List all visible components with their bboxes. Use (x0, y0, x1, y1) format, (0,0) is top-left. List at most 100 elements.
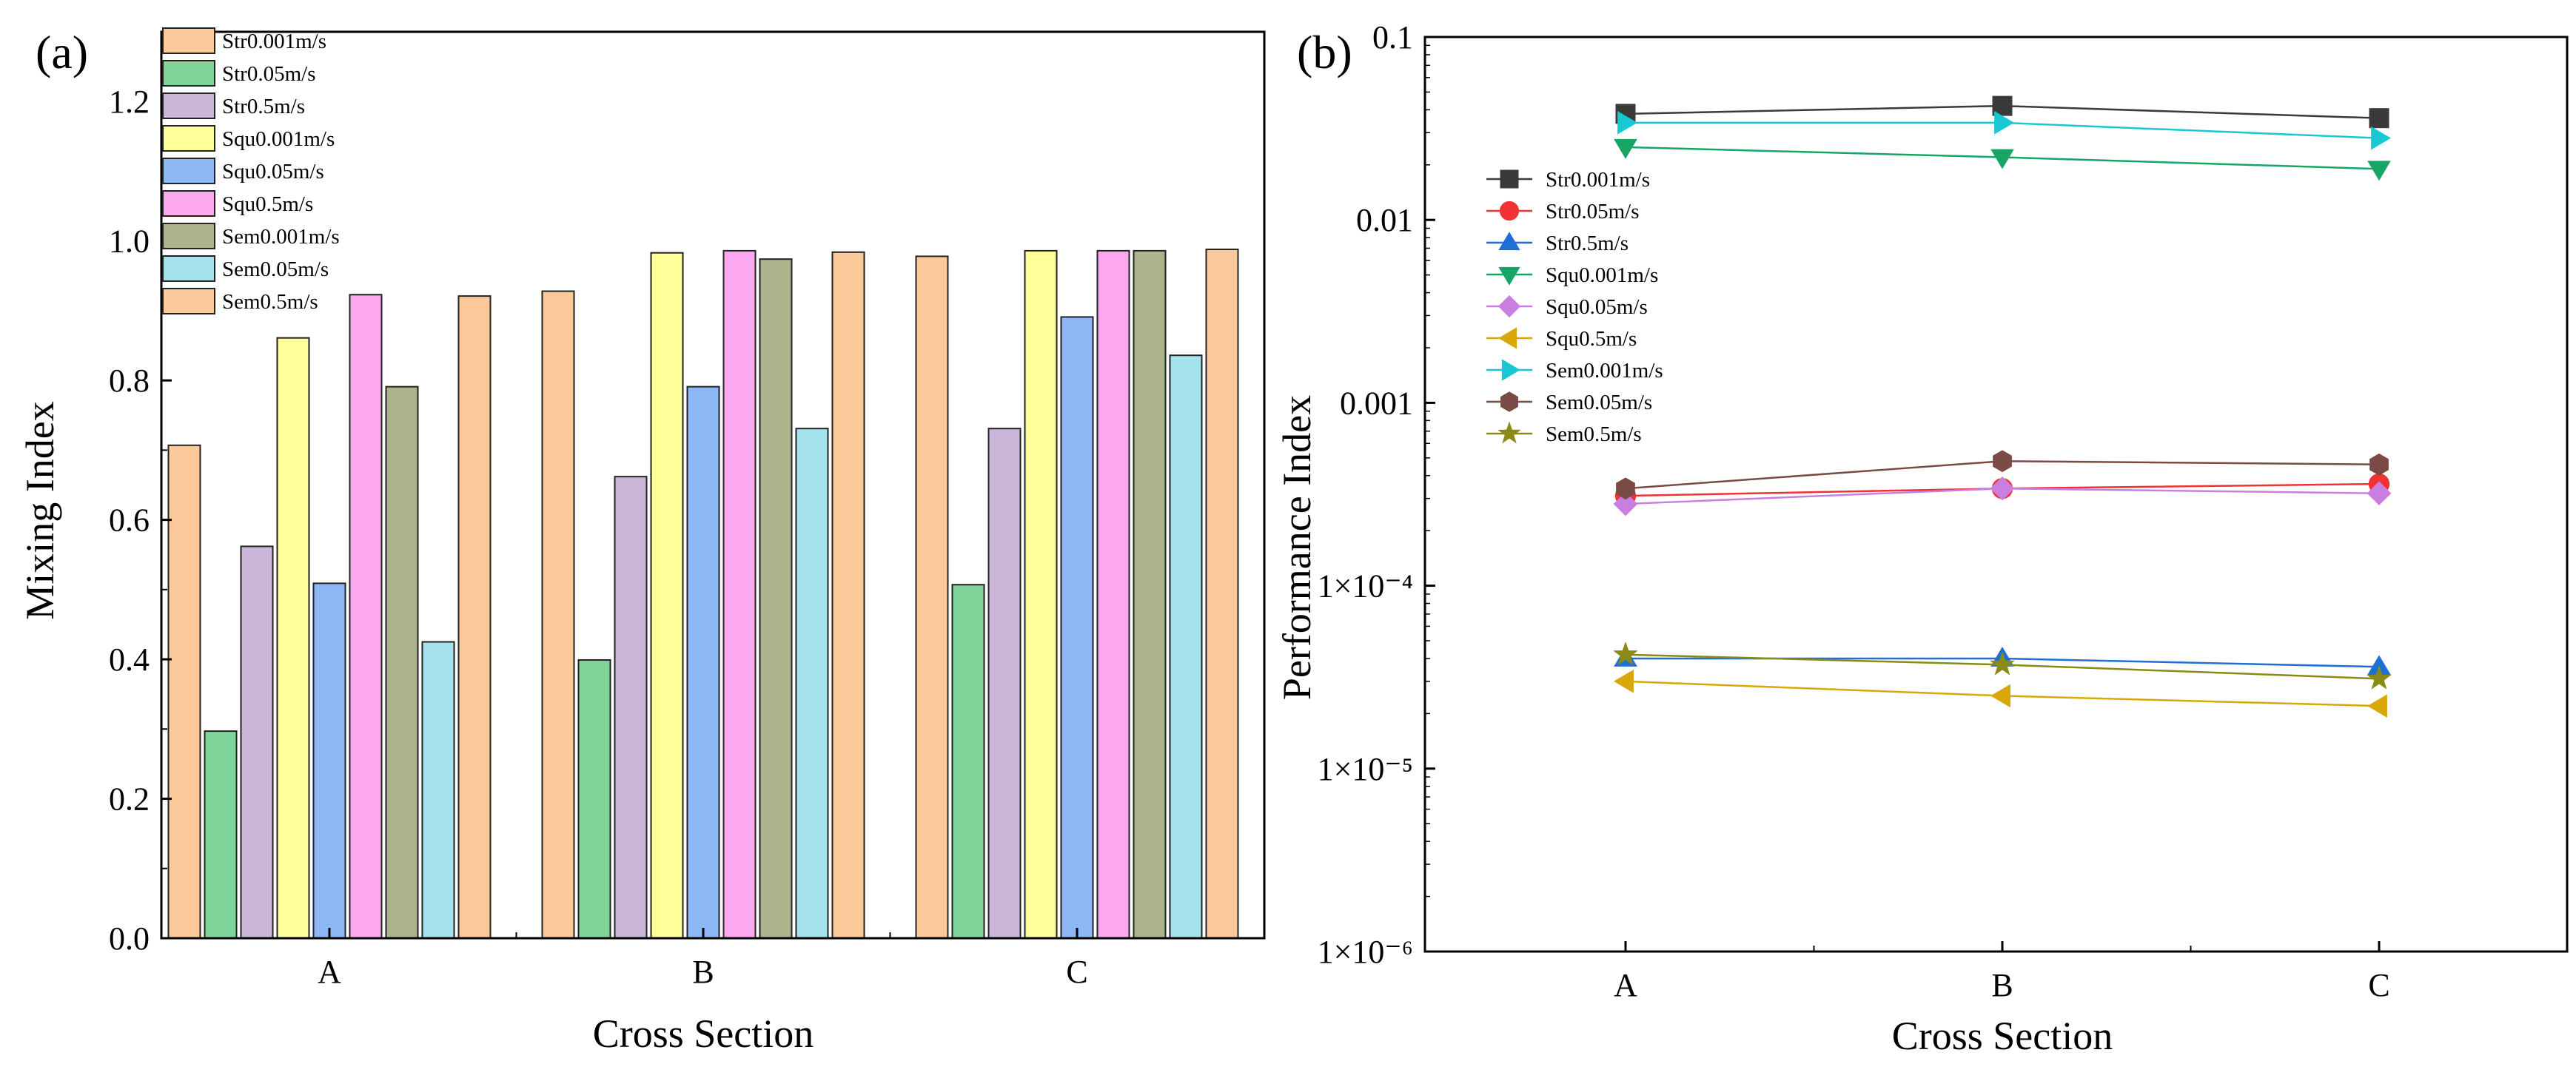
data-point (2371, 126, 2391, 150)
bar (686, 385, 720, 939)
bar (614, 476, 648, 939)
plot-frame-b (1423, 36, 2569, 953)
x-tick-label: A (1614, 967, 1637, 1003)
bar (987, 428, 1022, 939)
bar (421, 641, 455, 939)
x-tick-label: C (2368, 967, 2389, 1003)
data-point (1616, 477, 1635, 500)
legend-label: Str0.001m/s (1546, 168, 1650, 192)
legend-label: Squ0.05m/s (222, 160, 324, 183)
data-point (2367, 665, 2392, 690)
bar (541, 290, 575, 939)
x-tick-label: C (1066, 954, 1087, 990)
y-tick-label: 1×10⁻⁶ (1318, 934, 1413, 970)
legend-marker (1499, 201, 1520, 221)
y-tick-label: 0.01 (1356, 202, 1413, 238)
bar (795, 428, 829, 939)
legend-label: Sem0.05m/s (1546, 391, 1652, 414)
bar (1205, 249, 1239, 939)
legend-label: Str0.5m/s (222, 95, 305, 118)
bar (722, 249, 757, 939)
legend-marker (1498, 327, 1517, 349)
bar (276, 337, 310, 939)
bar (577, 659, 611, 939)
legend-swatch (162, 27, 215, 54)
legend-label: Sem0.001m/s (1546, 359, 1663, 383)
legend-label: Squ0.001m/s (1546, 263, 1658, 287)
x-tick-label: B (1991, 967, 2013, 1003)
bar (1169, 354, 1203, 939)
data-point (1993, 450, 2012, 473)
bar (951, 584, 985, 939)
y-tick-label: 0.0 (109, 920, 150, 957)
y-tick-label: 0.6 (109, 502, 150, 539)
bar (831, 251, 865, 939)
bar (1024, 249, 1058, 939)
legend-swatch (162, 158, 215, 184)
plot-frame-a (160, 30, 1266, 940)
y-tick-label: 0.001 (1340, 385, 1413, 421)
legend-label: Str0.05m/s (1546, 200, 1640, 223)
data-point (1990, 476, 2015, 501)
x-tick-label: A (318, 954, 341, 990)
chart-b-y-axis-label: Performance Index (1275, 395, 1319, 700)
panel-a-label: (a) (36, 26, 88, 78)
bar (1060, 316, 1094, 939)
legend-marker (1500, 169, 1519, 189)
bar (312, 582, 346, 939)
x-tick-label: B (692, 954, 714, 990)
bar (1133, 249, 1167, 939)
bar (385, 385, 419, 939)
data-point (1614, 670, 1634, 693)
y-tick-label: 1×10⁻⁴ (1318, 568, 1413, 605)
data-point (2367, 161, 2391, 181)
data-point (1613, 641, 1638, 666)
legend-marker (1497, 421, 1521, 444)
legend-swatch (162, 125, 215, 152)
bar (240, 545, 274, 939)
bar (650, 252, 684, 939)
legend-label: Squ0.5m/s (1546, 327, 1637, 351)
legend-marker (1498, 266, 1520, 286)
y-tick-label: 1.2 (109, 84, 150, 120)
data-point (1617, 110, 1637, 135)
y-tick-label: 0.4 (109, 641, 150, 678)
y-tick-label: 0.1 (1372, 19, 1413, 55)
legend-marker (1497, 294, 1521, 318)
y-tick-label: 0.2 (109, 781, 150, 818)
bar (167, 444, 201, 939)
legend-label: Squ0.5m/s (222, 192, 313, 216)
legend-label: Str0.5m/s (1546, 232, 1629, 255)
legend-label: Squ0.05m/s (1546, 295, 1648, 319)
data-point (2369, 453, 2389, 476)
data-point (2367, 481, 2392, 506)
y-tick-label: 0.8 (109, 363, 150, 399)
data-point (2369, 108, 2389, 129)
legend-swatch (162, 288, 215, 314)
legend-swatch (162, 255, 215, 282)
bar (204, 730, 238, 940)
data-point (1990, 684, 2010, 708)
data-point (2367, 694, 2387, 718)
chart-a-x-axis-label: Cross Section (593, 1011, 814, 1056)
legend-label: Sem0.05m/s (222, 257, 329, 281)
data-point (1994, 110, 2014, 135)
mixing-index-bar-chart: Cross Section Mixing Index 0.0 0.2 0.4 0.6 0… (18, 27, 1266, 1056)
data-point (1990, 651, 2015, 676)
legend-label: Sem0.001m/s (222, 225, 340, 249)
legend-swatch (162, 190, 215, 217)
legend-label: Squ0.001m/s (222, 127, 335, 151)
legend-swatch (162, 92, 215, 119)
legend-label: Sem0.5m/s (1546, 422, 1642, 446)
bar (349, 294, 383, 939)
legend-swatch (162, 223, 215, 249)
legend-swatch (162, 60, 215, 87)
legend-label: Str0.001m/s (222, 30, 326, 53)
data-point (1990, 149, 2014, 169)
legend-marker (1498, 232, 1520, 251)
chart-b-x-axis-label: Cross Section (1892, 1014, 2113, 1058)
legend-marker (1500, 391, 1518, 412)
legend-label: Sem0.5m/s (222, 290, 318, 314)
data-point (1613, 491, 1638, 516)
